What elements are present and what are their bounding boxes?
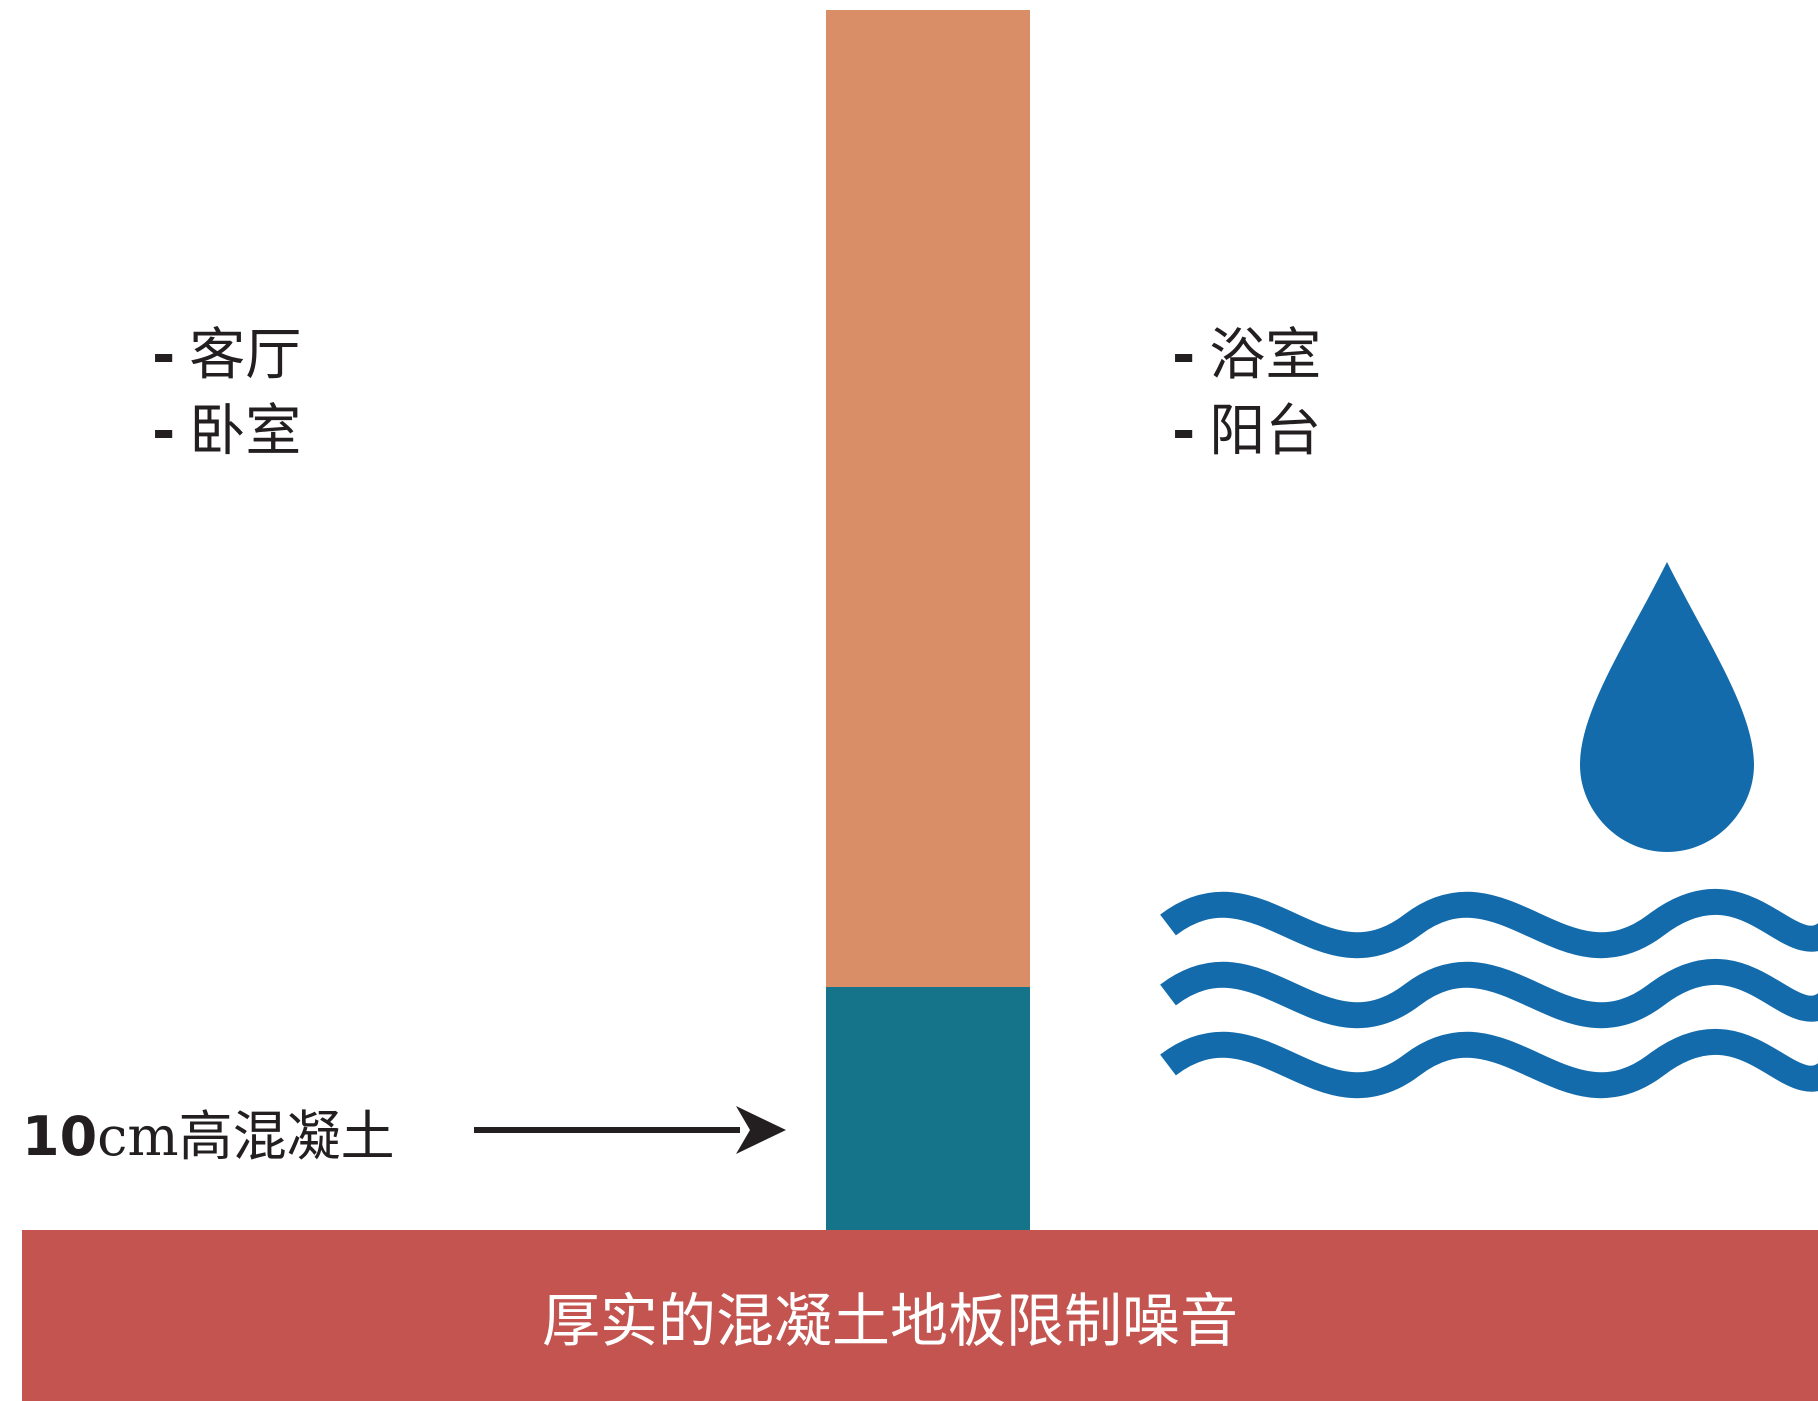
wall-upper-section — [826, 10, 1030, 988]
arrow-right-icon — [474, 1106, 786, 1154]
wave-line-bottom — [1160, 1029, 1818, 1099]
floor-caption: 厚实的混凝土地板限制噪音 — [541, 1286, 1238, 1355]
concrete-floor-slab: 厚实的混凝土地板限制噪音 — [22, 1230, 1818, 1401]
room-item-bedroom: - 卧室 — [152, 394, 301, 470]
bullet-dash: - — [152, 323, 176, 388]
wave-line-top — [1160, 889, 1818, 959]
room-name: 阳台 — [1209, 399, 1322, 464]
room-name: 浴室 — [1209, 323, 1322, 388]
wet-rooms-list: - 浴室 - 阳台 — [1172, 318, 1321, 470]
room-item-living-room: - 客厅 — [152, 318, 301, 394]
room-item-bathroom: - 浴室 — [1172, 318, 1321, 394]
room-name: 客厅 — [189, 323, 302, 388]
bullet-dash: - — [152, 399, 176, 464]
wave-line-middle — [1160, 959, 1818, 1029]
curb-label: 10cm高混凝土 — [22, 1092, 395, 1171]
room-name: 卧室 — [189, 399, 302, 464]
water-drop-shape — [1580, 562, 1754, 852]
bullet-dash: - — [1172, 399, 1196, 464]
curb-height-number: 10 — [22, 1105, 98, 1168]
dry-rooms-list: - 客厅 - 卧室 — [152, 318, 301, 470]
bullet-dash: - — [1172, 323, 1196, 388]
water-drop-and-waves-icon — [1160, 562, 1818, 1099]
concrete-curb — [826, 987, 1030, 1230]
room-item-balcony: - 阳台 — [1172, 394, 1321, 470]
curb-height-text: cm高混凝土 — [97, 1105, 395, 1168]
